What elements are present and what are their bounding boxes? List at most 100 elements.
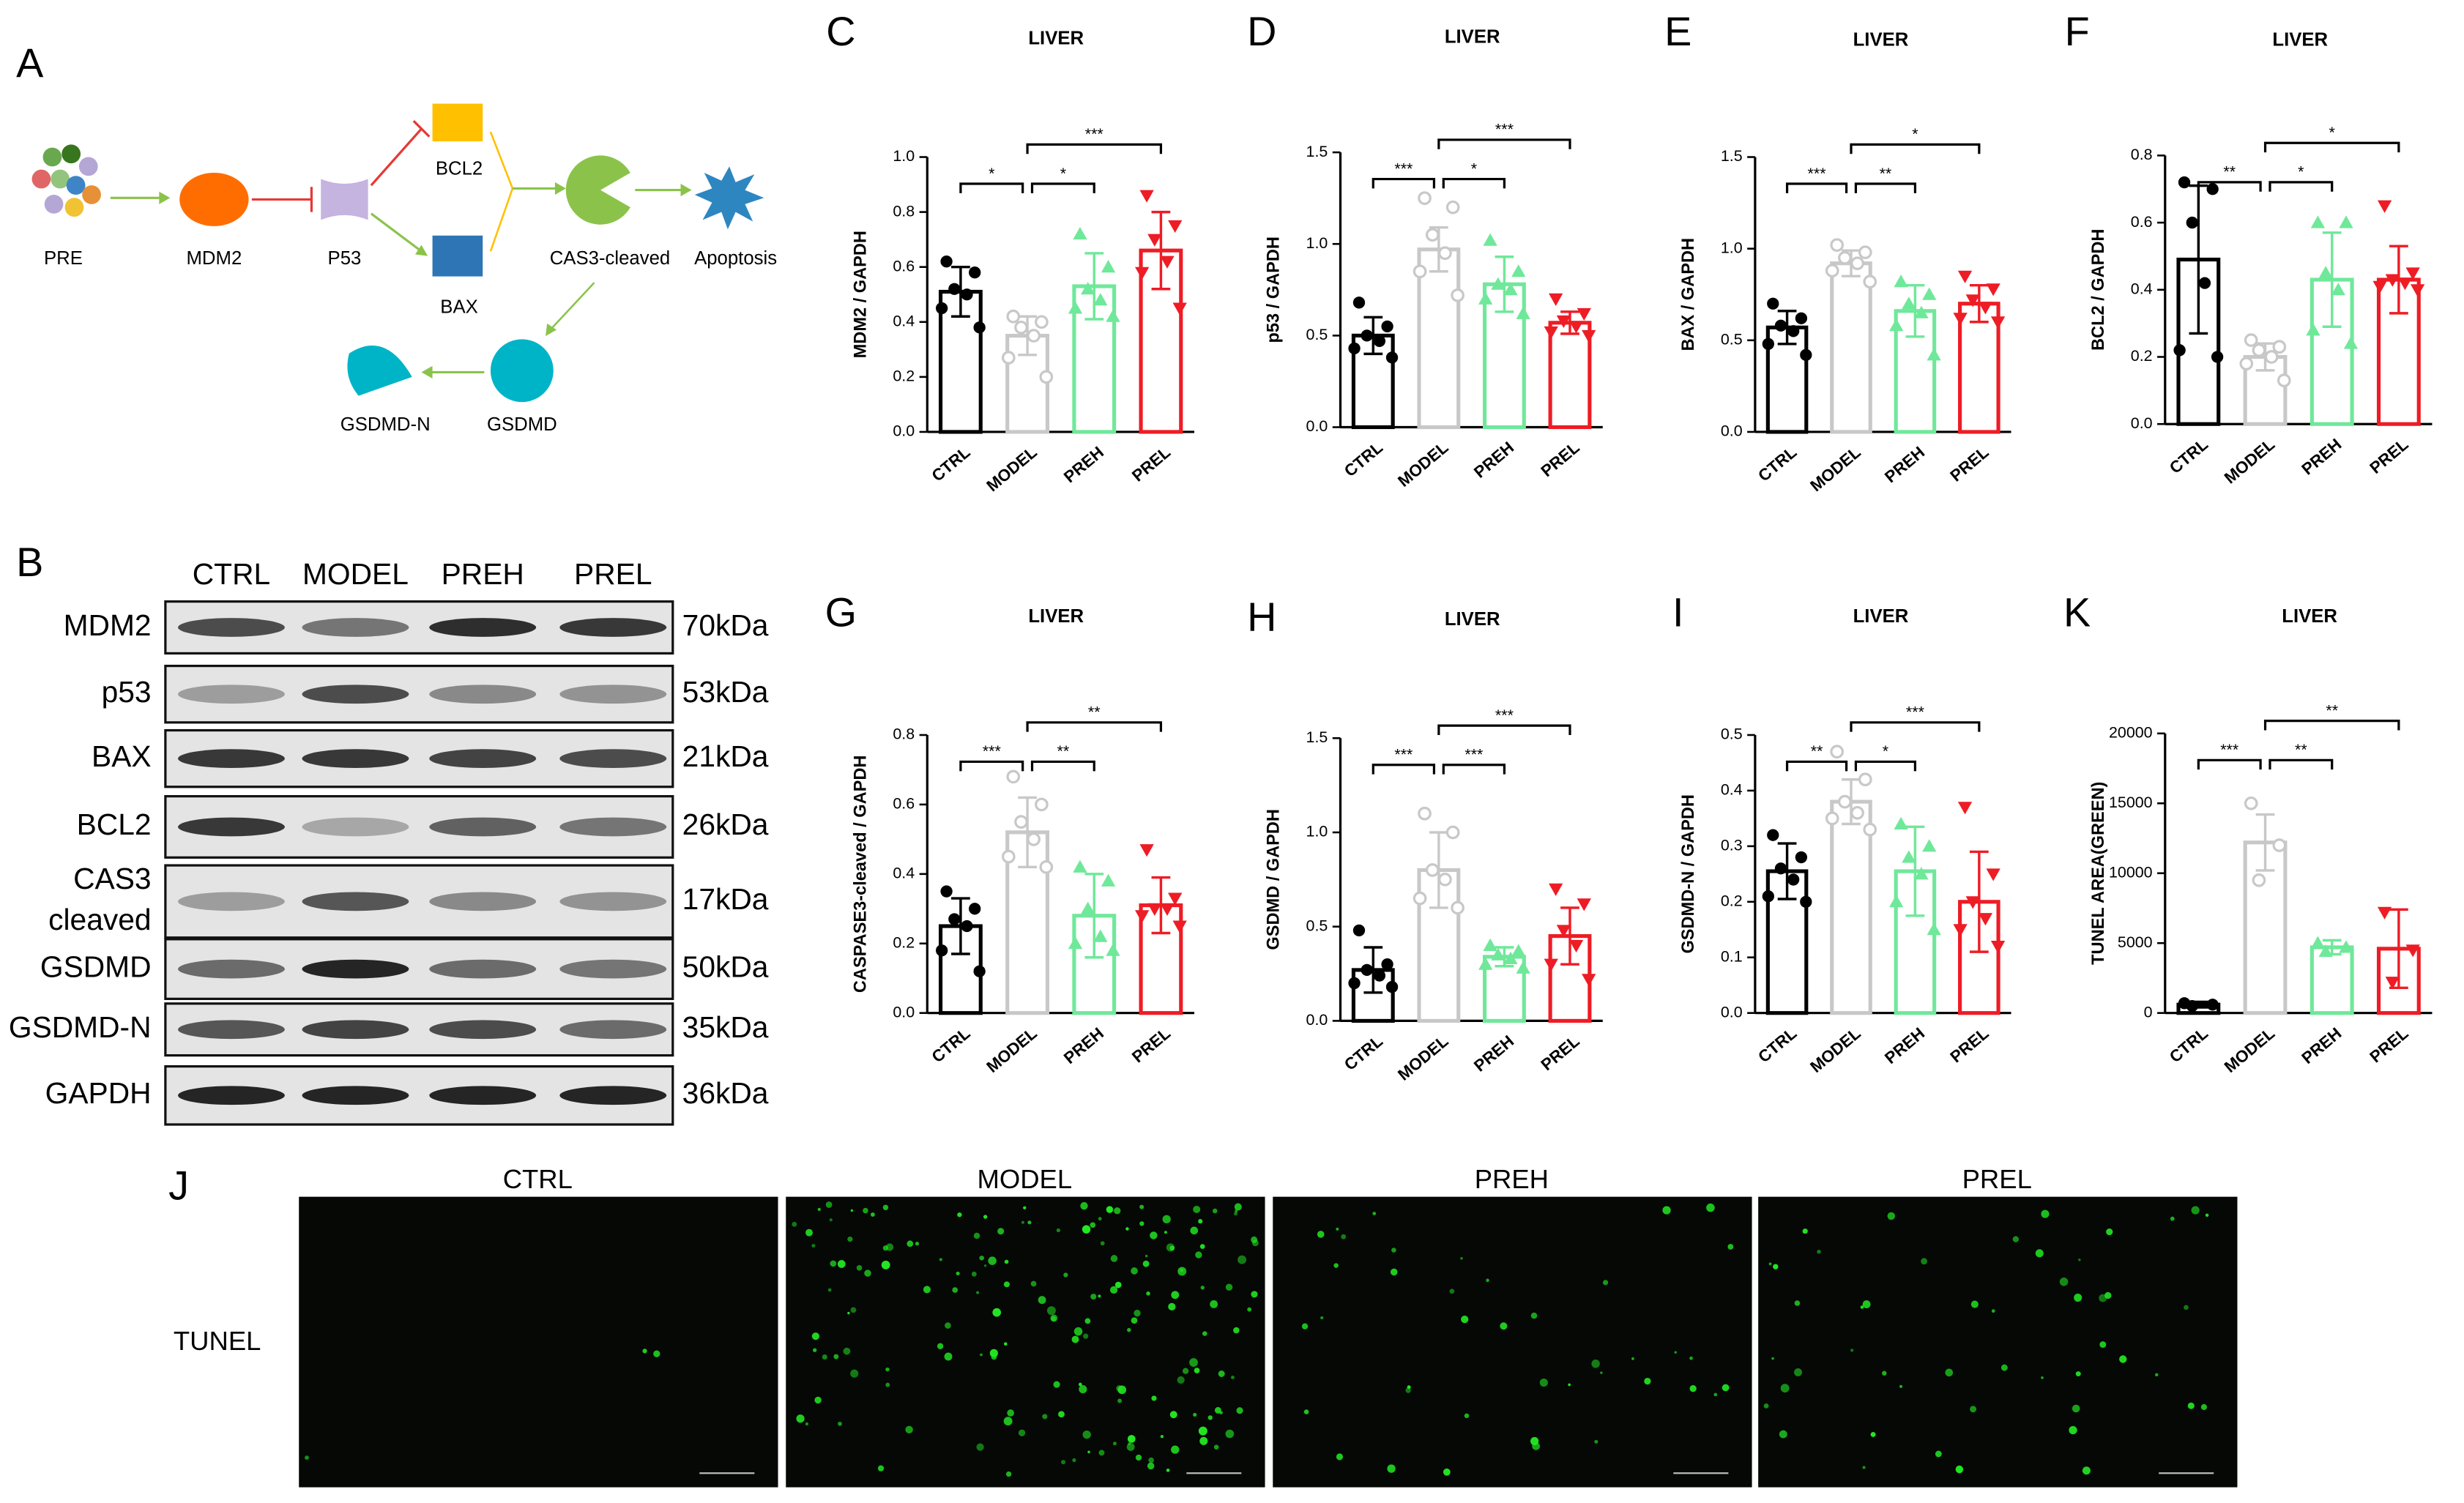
stained-cell xyxy=(1530,1436,1539,1446)
data-point xyxy=(1139,844,1154,857)
stained-cell xyxy=(1194,1368,1200,1373)
stained-cell xyxy=(976,1443,984,1451)
data-point xyxy=(1147,903,1162,916)
stained-cell xyxy=(988,1256,997,1265)
column-label: PREH xyxy=(1475,1164,1549,1194)
stained-cell xyxy=(1127,1435,1136,1443)
data-point xyxy=(1549,293,1563,306)
stained-cell xyxy=(1341,1234,1347,1239)
stained-cell xyxy=(1602,1280,1609,1286)
y-tick-label: 0.4 xyxy=(1721,781,1743,799)
stained-cell xyxy=(1171,1445,1180,1454)
stained-cell xyxy=(843,1347,851,1355)
panel-letter: J xyxy=(168,1163,189,1209)
stained-cell xyxy=(1336,1227,1339,1231)
stained-cell xyxy=(1214,1406,1221,1414)
stained-cell xyxy=(979,1256,984,1261)
data-point xyxy=(1787,873,1800,886)
significance-bracket xyxy=(1030,182,1095,193)
stained-cell xyxy=(1003,1281,1010,1288)
arrow-head xyxy=(159,191,171,204)
column-label: MODEL xyxy=(978,1164,1073,1194)
gsdmd-n-node xyxy=(347,345,412,396)
stained-cell xyxy=(1056,1228,1060,1233)
stained-cell xyxy=(813,1348,817,1352)
stained-cell xyxy=(1991,1309,1995,1313)
stained-cell xyxy=(1166,1243,1175,1252)
stained-cell xyxy=(971,1271,977,1277)
band xyxy=(429,817,537,837)
stained-cell xyxy=(1050,1314,1058,1322)
data-point xyxy=(1894,816,1908,829)
row-label: TUNEL xyxy=(174,1326,261,1356)
stained-cell xyxy=(827,1288,832,1292)
node-label: GSDMD xyxy=(487,414,557,435)
data-point xyxy=(1577,307,1591,321)
stained-cell xyxy=(956,1271,960,1275)
node-label: PRE xyxy=(44,248,83,269)
y-tick-label: 0.0 xyxy=(893,1003,915,1021)
stained-cell xyxy=(1303,1409,1309,1414)
band xyxy=(559,1020,667,1040)
stained-cell xyxy=(1530,1312,1538,1319)
stained-cell xyxy=(1079,1385,1087,1394)
band xyxy=(429,618,537,637)
row-label: cleaved xyxy=(48,903,151,936)
stained-cell xyxy=(1195,1251,1202,1258)
stained-cell xyxy=(1231,1375,1235,1379)
data-point xyxy=(2252,873,2266,887)
stained-cell xyxy=(1131,1317,1138,1324)
stained-cell xyxy=(1193,1205,1201,1213)
size-label: 50kDa xyxy=(682,950,769,983)
p53-node xyxy=(321,179,368,220)
stained-cell xyxy=(1098,1217,1102,1221)
stained-cell xyxy=(1251,1291,1258,1298)
data-point xyxy=(1767,829,1779,841)
band xyxy=(429,1086,537,1105)
data-point xyxy=(1168,220,1183,234)
stained-cell xyxy=(1058,1411,1065,1418)
panel-b: B CTRL MODEL PREH PREL MDM2 70kDa p53 53kDa BAX 2… xyxy=(9,540,769,1126)
stained-cell xyxy=(976,1291,980,1294)
stained-cell xyxy=(2035,1249,2044,1258)
stained-cell xyxy=(1073,1327,1083,1336)
stained-cell xyxy=(2106,1228,2113,1236)
stained-cell xyxy=(2184,1305,2189,1310)
stained-cell xyxy=(1072,1458,1076,1463)
stained-cell xyxy=(1078,1382,1082,1387)
stained-cell xyxy=(1689,1385,1697,1392)
data-point xyxy=(948,283,961,295)
apoptosis-node xyxy=(694,166,764,230)
significance-bracket xyxy=(2197,181,2262,192)
data-point xyxy=(1039,370,1054,384)
stained-cell xyxy=(1202,1331,1207,1336)
data-point xyxy=(1568,939,1584,953)
row-label: GSDMD-N xyxy=(9,1010,152,1044)
data-point xyxy=(1425,228,1440,242)
data-point xyxy=(1511,944,1526,957)
node-label: MDM2 xyxy=(186,248,242,269)
y-tick-label: 0.5 xyxy=(1306,917,1328,934)
blot-strip xyxy=(164,664,674,724)
band xyxy=(302,892,409,911)
significance-label: * xyxy=(989,165,994,182)
stained-cell xyxy=(1003,1342,1008,1346)
stained-cell xyxy=(1114,1207,1121,1215)
stained-cell xyxy=(1061,1460,1066,1465)
significance-label: * xyxy=(1912,125,1918,143)
data-point xyxy=(1577,898,1591,911)
data-point xyxy=(2198,277,2211,289)
significance-bracket xyxy=(2263,141,2400,153)
significance-bracket xyxy=(1030,760,1095,772)
data-point xyxy=(1503,951,1518,964)
stained-cell xyxy=(1135,1454,1142,1461)
stained-cell xyxy=(2200,1403,2207,1411)
stained-cell xyxy=(1794,1368,1803,1376)
stained-cell xyxy=(1644,1377,1651,1385)
data-point xyxy=(1516,961,1530,974)
stained-cell xyxy=(2078,1258,2081,1261)
stained-cell xyxy=(1301,1323,1309,1329)
data-point xyxy=(1957,270,1973,283)
stained-cell xyxy=(1899,1384,1903,1388)
bcl2-node xyxy=(432,103,483,142)
